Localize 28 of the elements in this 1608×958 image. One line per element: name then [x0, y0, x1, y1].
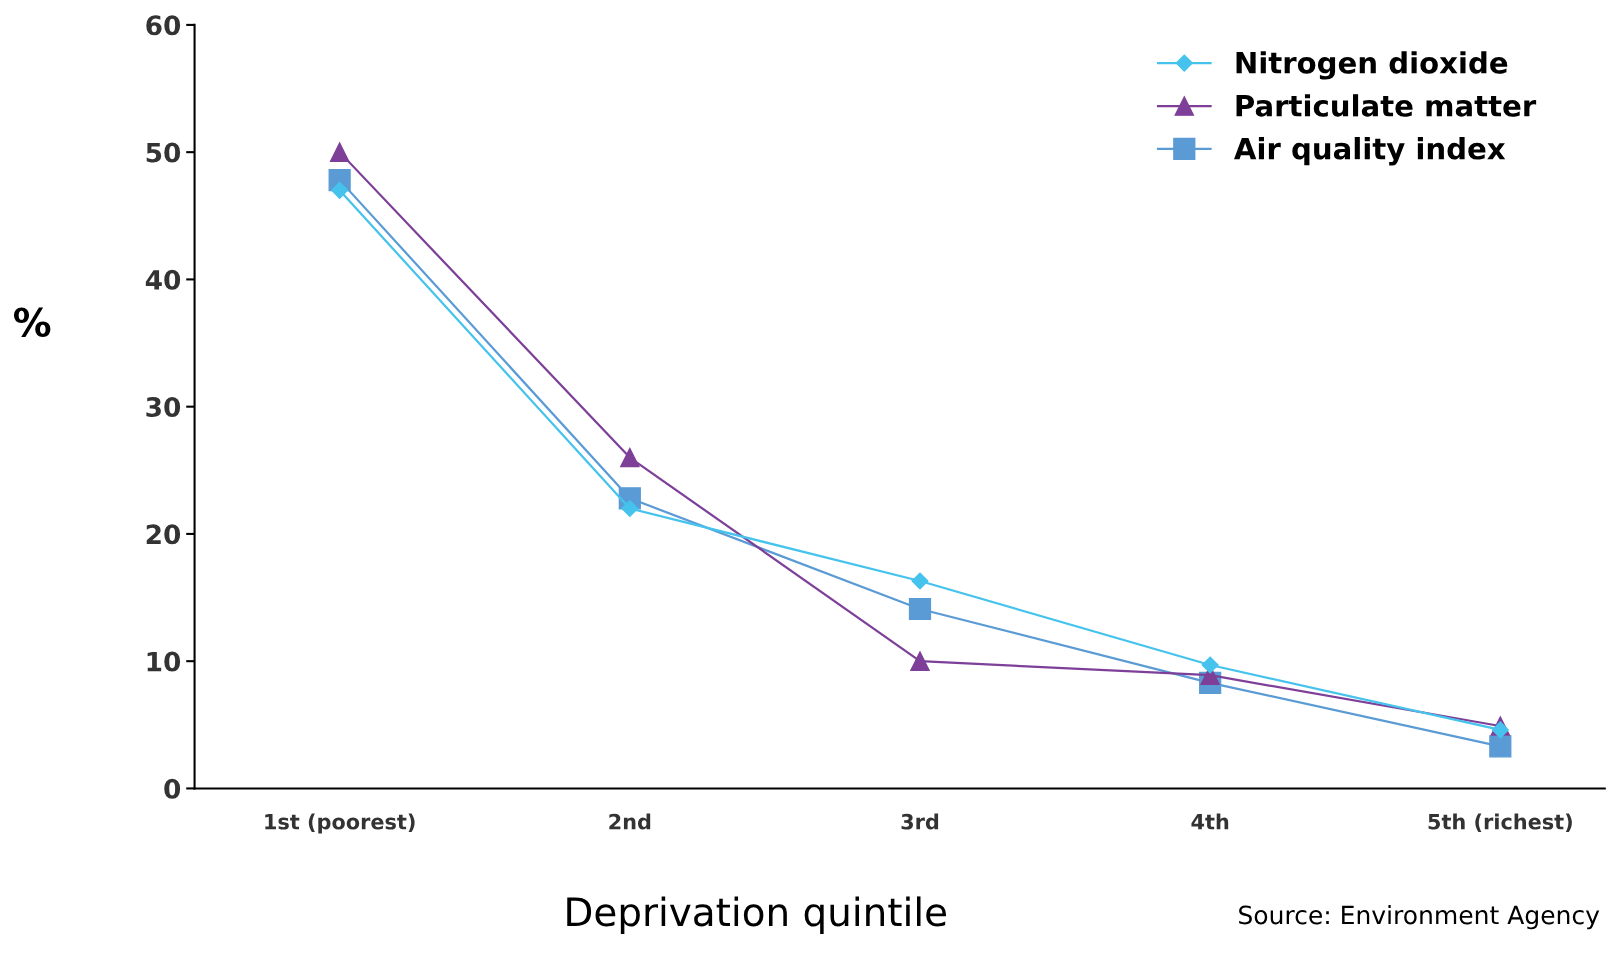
point — [1491, 721, 1509, 739]
legend-label: Nitrogen dioxide — [1236, 51, 1508, 80]
y-tick-label: 30 — [146, 397, 181, 418]
point — [908, 597, 932, 621]
y-tick-label: 10 — [147, 651, 181, 672]
y-tick-label: 50 — [146, 142, 181, 163]
point — [911, 572, 929, 590]
point — [331, 181, 349, 199]
y-axis-title: % — [13, 307, 51, 337]
y-tick-label: 40 — [145, 269, 181, 290]
point — [910, 651, 930, 671]
x-tick-label: 4th — [1191, 813, 1229, 830]
x-tick-label: 2nd — [609, 813, 651, 830]
point — [621, 499, 639, 518]
point — [620, 447, 640, 468]
y-tick-label: 20 — [146, 524, 181, 545]
point — [1489, 735, 1512, 758]
x-tick-label: 5th (richest) — [1428, 813, 1572, 833]
point — [329, 142, 350, 162]
y-tick-label: 60 — [146, 15, 181, 36]
x-axis-title: Deprivation quintile — [567, 896, 946, 935]
x-tick-label: 3rd — [901, 813, 939, 830]
x-tick-label: 1st (poorest) — [265, 813, 415, 834]
point — [1201, 656, 1219, 674]
y-tick-label: 0 — [164, 778, 181, 799]
source-note: Source: Environment Agency — [1239, 905, 1600, 930]
legend-label: Particulate matter — [1236, 94, 1537, 117]
legend-label: Air quality index — [1234, 137, 1506, 166]
